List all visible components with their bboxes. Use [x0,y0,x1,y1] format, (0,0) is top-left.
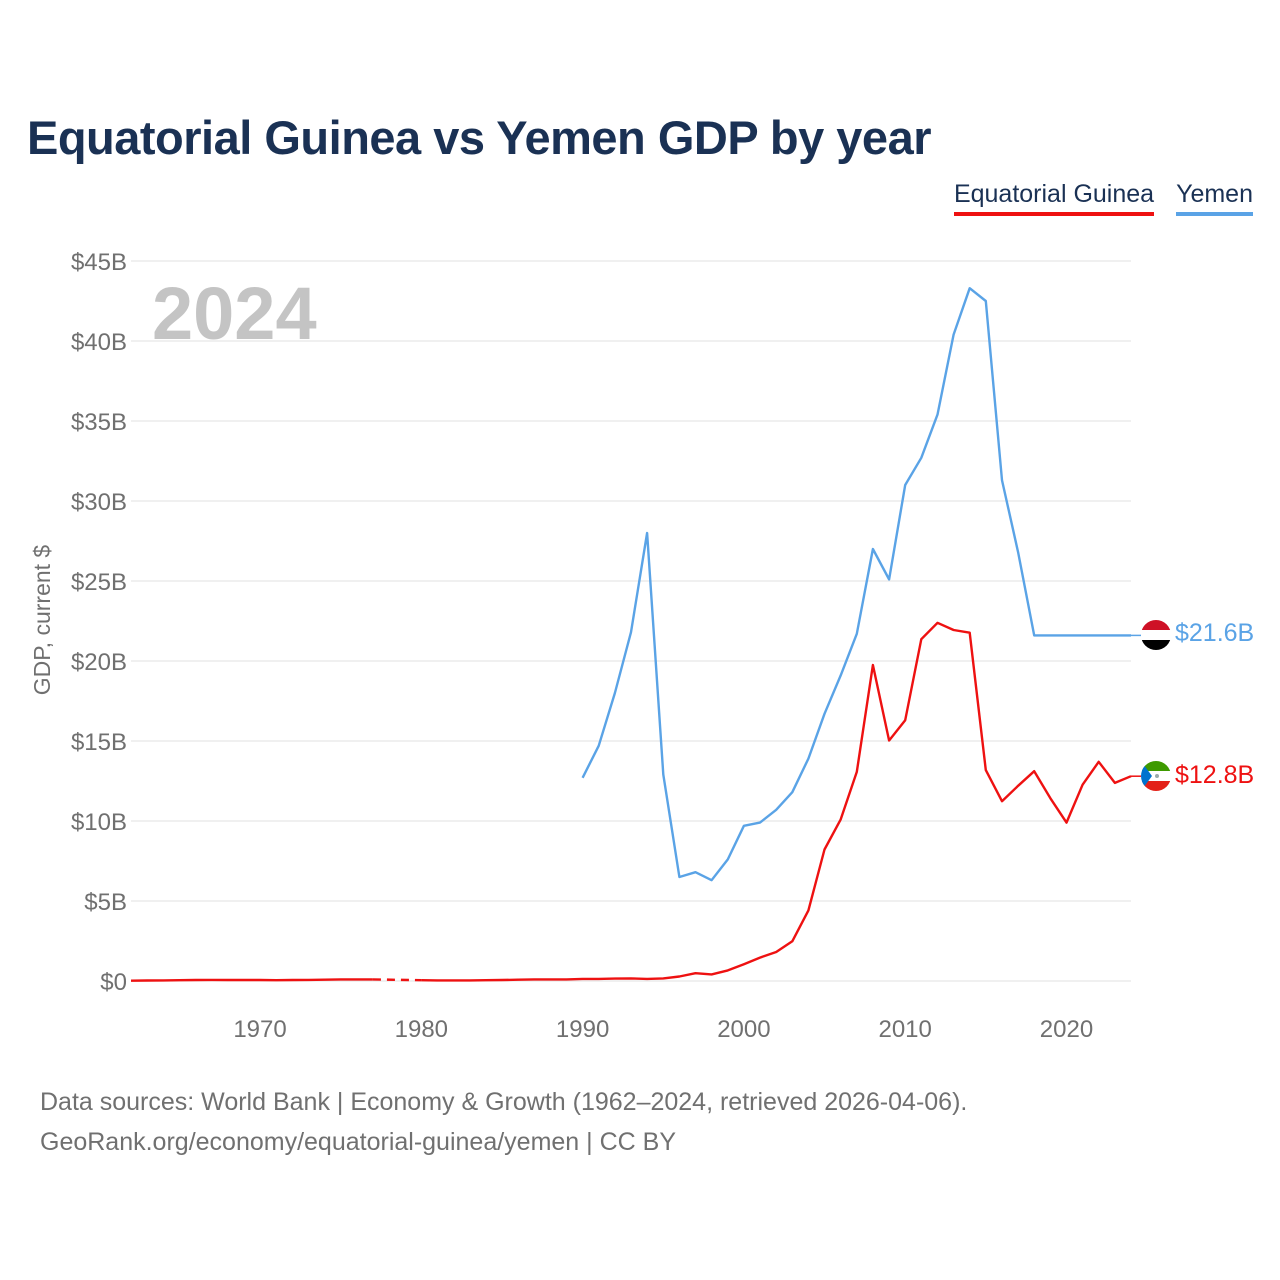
gridlines [131,260,1131,982]
series-gap-equatorial-guinea [372,978,422,982]
series [130,287,1141,982]
y-tick-label: $35B [71,409,127,436]
chart-title: Equatorial Guinea vs Yemen GDP by year [27,111,932,164]
y-tick-label: $45B [71,249,127,276]
source-line-1: Data sources: World Bank | Economy & Gro… [40,1088,968,1116]
y-tick-label: $5B [84,889,127,916]
source-line-2[interactable]: GeoRank.org/economy/equatorial-guinea/ye… [40,1128,676,1156]
legend-item-yemen[interactable]: Yemen [1176,180,1253,216]
legend-item-equatorial-guinea[interactable]: Equatorial Guinea [953,180,1155,216]
source-note: Data sources: World Bank | Economy & Gro… [40,1082,967,1162]
x-tick-label: 2010 [878,1016,931,1043]
x-tick-label: 2020 [1040,1016,1093,1043]
y-tick-label: $20B [71,649,127,676]
series-line-equatorial-guinea[interactable] [130,978,373,982]
y-tick-label: $30B [71,489,127,516]
end-label-yemen: $21.6B [1175,619,1254,647]
y-axis: $0 $5B $10B $15B $20B $25B $30B $35B $40B $45B [71,249,127,996]
y-tick-label: $40B [71,329,127,356]
x-tick-label: 1980 [395,1016,448,1043]
end-label-equatorial-guinea: $12.8B [1175,761,1254,789]
x-tick-label: 1990 [556,1016,609,1043]
gdp-line-chart: 2024 $0 $5B $10B $15B $20B $25B $30B $35B $40B $4… [29,249,1254,1043]
y-tick-label: $10B [71,809,127,836]
y-tick-label: $25B [71,569,127,596]
equatorial-guinea-flag-icon [1141,761,1171,791]
legend: Equatorial Guinea Yemen [953,180,1253,216]
y-tick-label: $15B [71,729,127,756]
yemen-flag-icon [1141,620,1171,650]
year-watermark: 2024 [152,272,317,355]
x-axis: 1970 1980 1990 2000 2010 2020 [233,1016,1093,1043]
y-tick-label: $0 [100,969,127,996]
y-axis-title: GDP, current $ [29,545,55,696]
series-line-equatorial-guinea[interactable] [421,621,1132,982]
series-line-yemen[interactable] [581,287,1131,882]
end-labels: $21.6B $12.8B [1141,619,1254,791]
x-tick-label: 2000 [717,1016,770,1043]
x-tick-label: 1970 [233,1016,286,1043]
